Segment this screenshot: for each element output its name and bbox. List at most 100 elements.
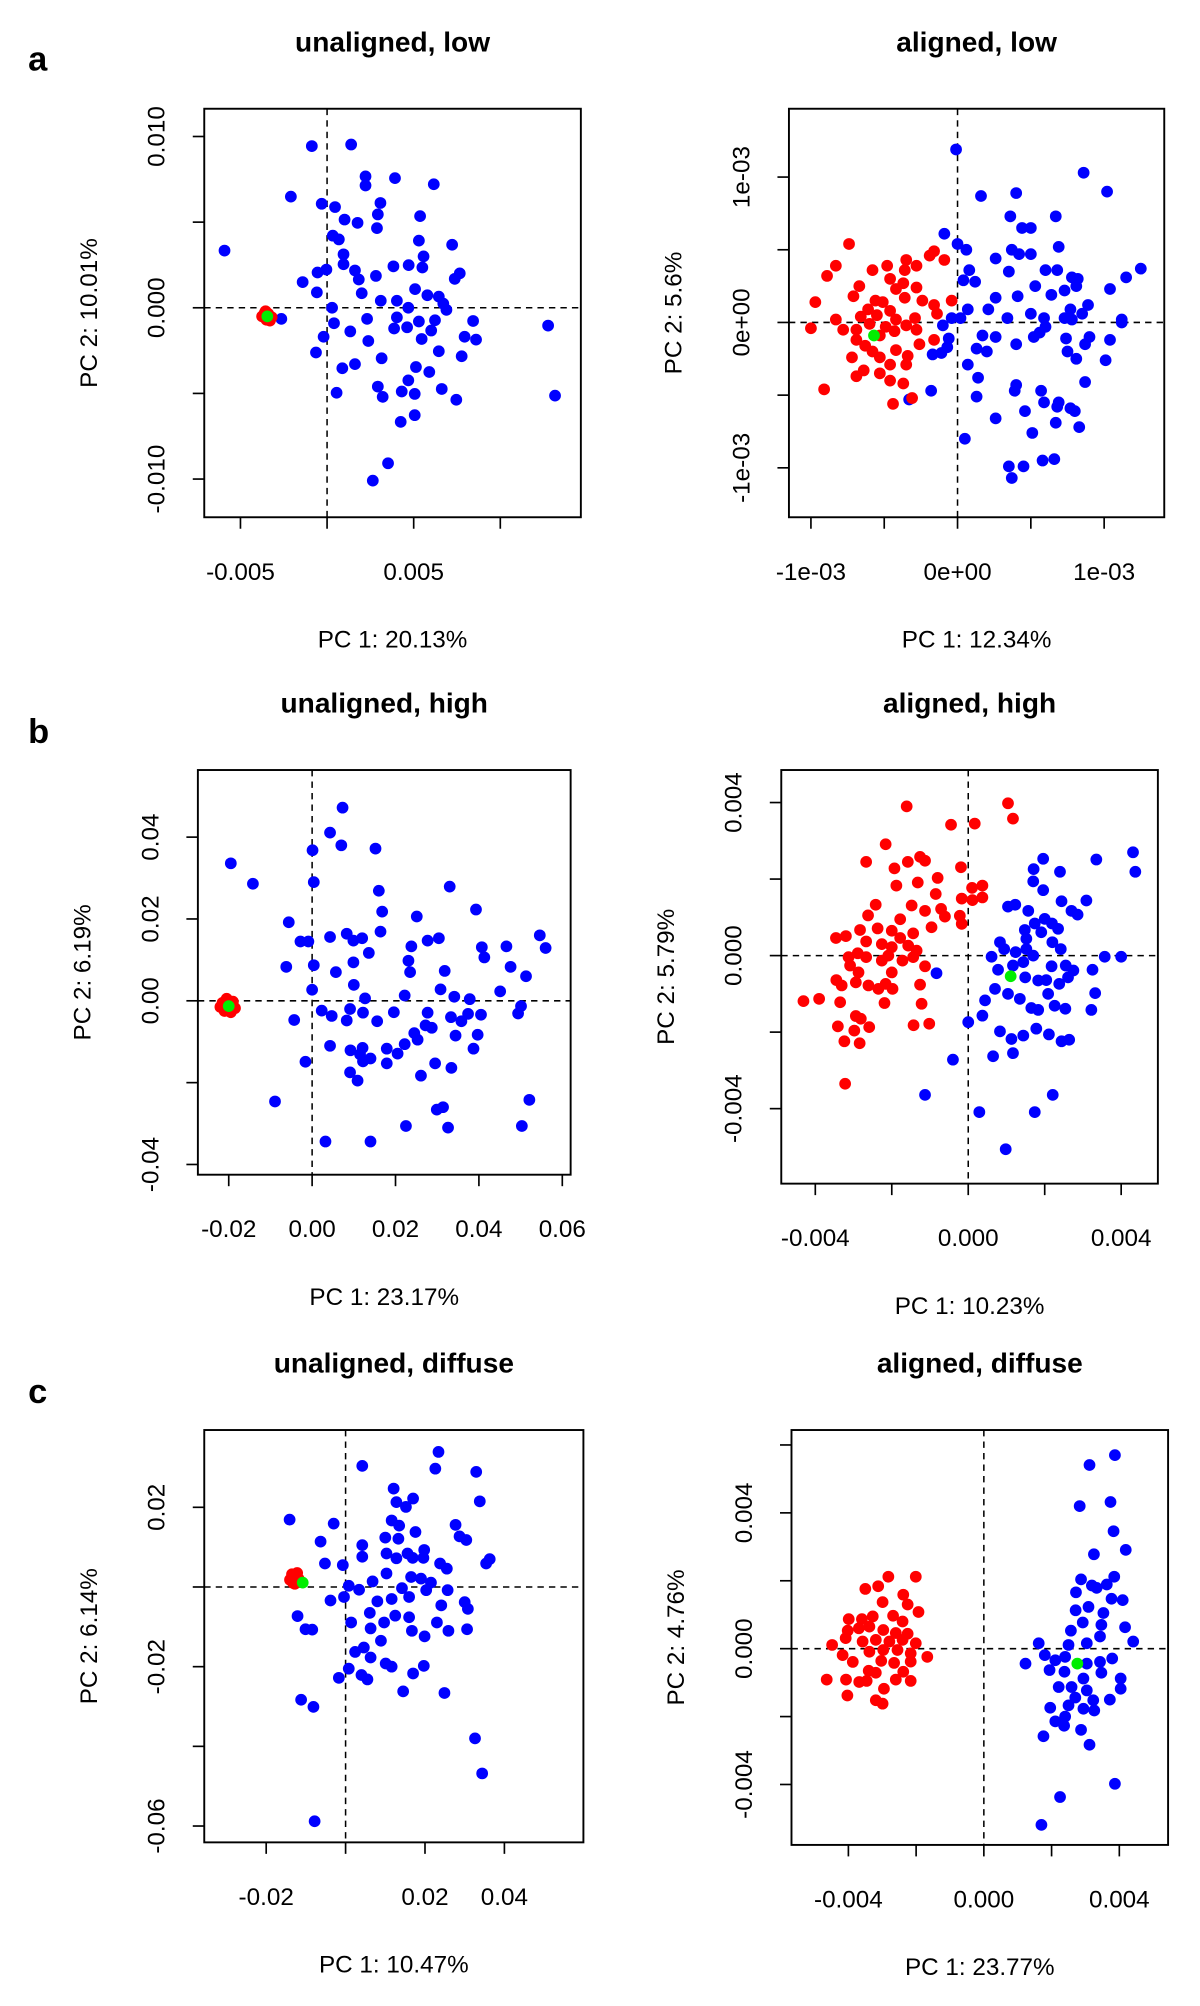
x-axis-label: PC 1: 23.17% [309, 1284, 459, 1311]
series-red [797, 797, 1019, 1090]
point-blue [411, 1033, 424, 1046]
point-blue [387, 1006, 400, 1019]
point-blue [1086, 1579, 1098, 1592]
series-green [296, 1576, 309, 1589]
point-blue [410, 361, 422, 373]
point-blue [1058, 284, 1071, 297]
point-red [891, 1644, 904, 1656]
point-blue [961, 303, 974, 316]
point-blue [480, 1557, 493, 1570]
point-blue [1104, 283, 1116, 295]
point-blue [945, 312, 958, 324]
point-red [805, 322, 817, 335]
point-red [869, 898, 882, 911]
scatter-panel: aligned, high -0.004 0.000 0.004 -0.004 0.000… [653, 688, 1159, 1320]
point-blue [1035, 1819, 1048, 1831]
point-blue [512, 1007, 524, 1020]
point-blue [371, 1015, 384, 1028]
point-blue [283, 1513, 296, 1526]
point-blue [406, 1552, 419, 1564]
point-blue [380, 1042, 393, 1055]
point-red [871, 922, 884, 935]
point-blue [449, 1029, 462, 1042]
point-blue [1020, 932, 1033, 945]
point-blue [1083, 1459, 1096, 1471]
y-tick-label: -0.004 [721, 1074, 748, 1143]
point-blue [1044, 1701, 1057, 1714]
point-blue [1085, 1004, 1098, 1016]
point-red [976, 879, 989, 892]
point-blue [1086, 963, 1099, 976]
point-blue [442, 1121, 454, 1134]
series-blue [919, 846, 1142, 1156]
point-blue [1080, 894, 1093, 907]
point-red [896, 1615, 909, 1628]
point-blue [307, 876, 320, 889]
point-blue [1007, 959, 1019, 972]
point-blue [356, 1460, 369, 1472]
point-blue [364, 1135, 377, 1148]
point-blue [306, 844, 319, 857]
point-blue [338, 213, 351, 226]
point-blue [366, 474, 379, 487]
point-red [923, 1017, 936, 1030]
point-red [809, 296, 822, 308]
point-blue [342, 1662, 355, 1675]
point-blue [1001, 312, 1014, 324]
point-blue [355, 287, 368, 300]
y-axis-label: PC 2: 6.14% [76, 1568, 103, 1704]
point-red [846, 351, 858, 364]
point-blue [435, 383, 448, 395]
point-blue [390, 1552, 403, 1565]
point-blue [1103, 1693, 1116, 1706]
point-blue [317, 330, 330, 343]
point-blue [1070, 352, 1083, 365]
point-blue [409, 1526, 422, 1538]
point-blue [994, 1025, 1006, 1038]
point-blue [1094, 1630, 1106, 1643]
point-red [955, 917, 968, 930]
point-blue [308, 1815, 321, 1828]
point-blue [470, 333, 482, 346]
point-blue [407, 1492, 419, 1505]
point-red [931, 307, 943, 320]
point-blue [989, 252, 1002, 265]
point-blue [388, 322, 400, 335]
point-blue [961, 358, 974, 371]
point-blue [433, 932, 445, 945]
point-red [884, 272, 896, 285]
point-red [862, 909, 874, 922]
point-blue [389, 172, 401, 184]
scatter-panel: unaligned, high -0.02 0.00 0.02 0.04 0.06 -0.0… [70, 688, 586, 1311]
point-blue [284, 190, 297, 203]
point-red [877, 1644, 890, 1656]
point-red [849, 976, 862, 989]
point-blue [1038, 312, 1050, 324]
point-blue [1024, 222, 1037, 234]
point-blue [420, 1584, 433, 1597]
point-red [876, 1697, 889, 1710]
point-blue [407, 1667, 419, 1680]
point-red [863, 1620, 876, 1633]
point-red [826, 1639, 839, 1651]
point-red [909, 1637, 922, 1650]
point-red [1002, 797, 1014, 810]
point-blue [315, 197, 328, 210]
series-red [805, 238, 958, 410]
point-blue [387, 1482, 400, 1495]
point-blue [980, 345, 993, 358]
point-blue [1051, 400, 1064, 413]
point-blue [306, 1623, 319, 1636]
point-blue [378, 1616, 390, 1629]
point-blue [539, 942, 552, 954]
point-blue [446, 238, 459, 251]
point-blue [413, 234, 425, 247]
x-tick-label: 0.004 [1089, 1886, 1150, 1913]
point-red [866, 1610, 879, 1623]
point-blue [1052, 922, 1064, 935]
panel-letter-a: a [28, 40, 48, 78]
point-blue [1037, 1730, 1050, 1743]
point-blue [500, 940, 513, 953]
point-red [839, 1632, 852, 1645]
point-blue [1127, 846, 1139, 859]
